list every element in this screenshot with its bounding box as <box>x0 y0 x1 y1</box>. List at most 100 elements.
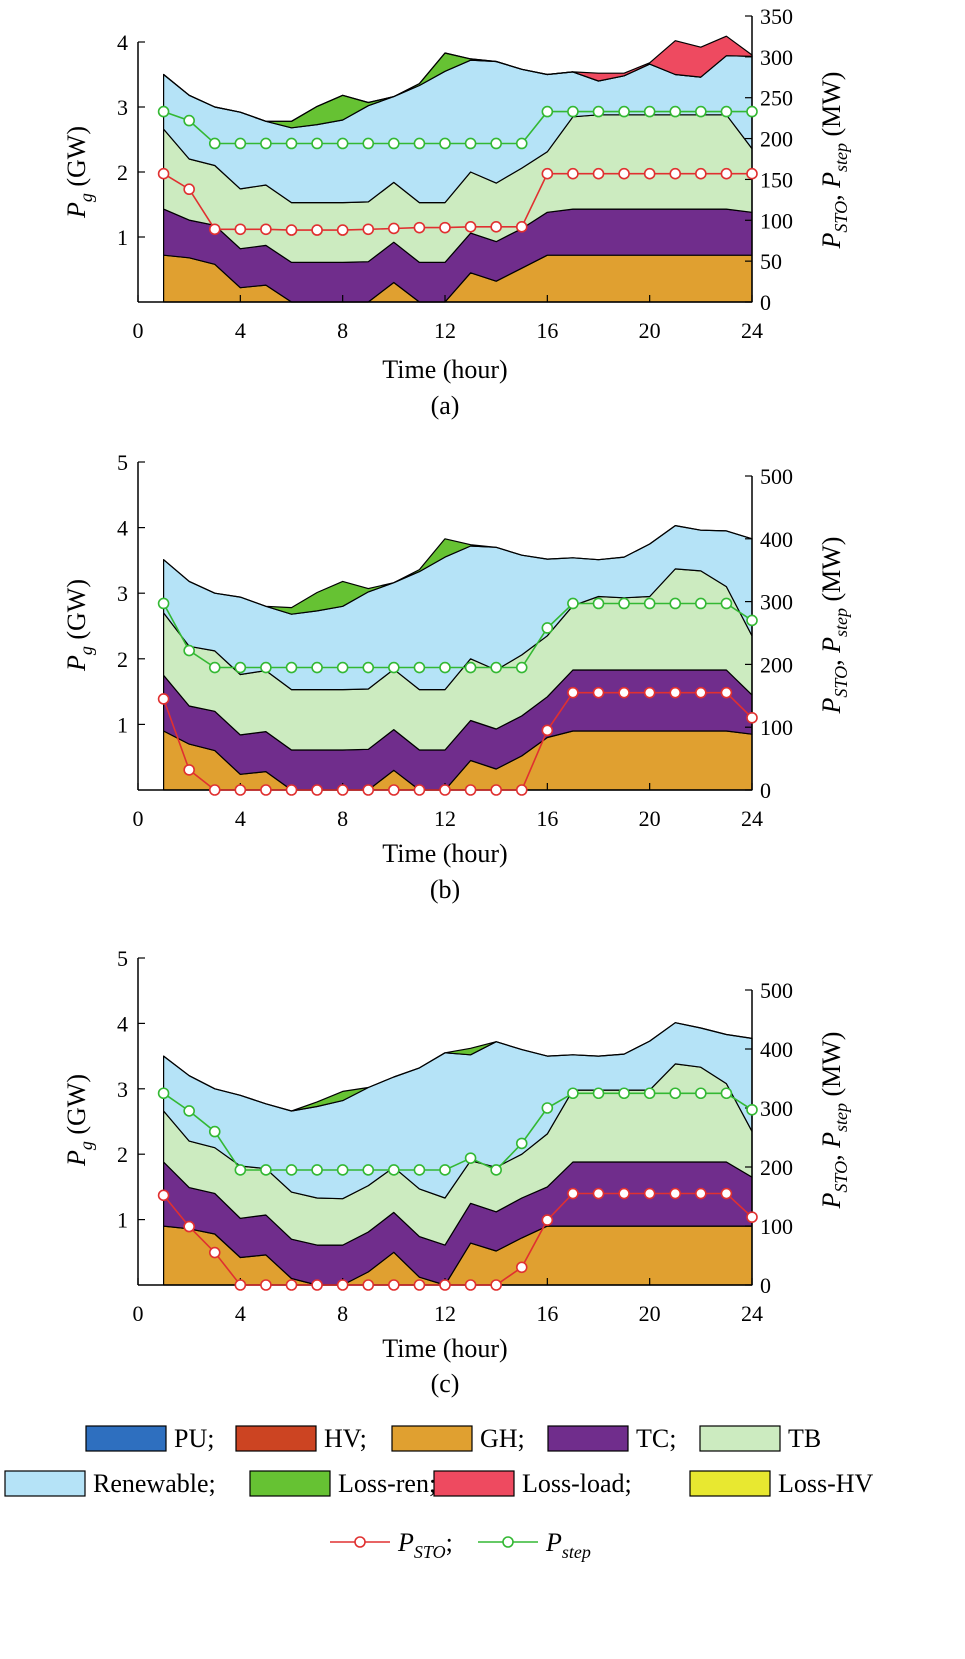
marker-p-step <box>362 137 375 150</box>
marker-p-sto <box>567 1187 579 1200</box>
marker-p-sto <box>669 1187 682 1200</box>
y-tick-label: 1 <box>117 712 128 737</box>
marker-p-sto <box>311 224 323 236</box>
marker-p-sto <box>388 784 400 796</box>
chart-panel-1: 0 4 8 12 16 20 241234050100150200250300350Time… <box>62 4 851 420</box>
x-tick-label: 0 <box>133 318 144 343</box>
y2-tick-label: 500 <box>760 464 793 489</box>
y-tick-label: 2 <box>117 647 128 672</box>
marker-p-step <box>567 105 579 118</box>
marker-p-step <box>208 661 221 674</box>
marker-p-sto <box>183 183 195 196</box>
marker-p-step <box>157 1087 170 1100</box>
marker-p-step <box>567 597 579 610</box>
legend-label-tc: TC; <box>636 1424 676 1453</box>
y2-tick-label: 250 <box>760 86 793 111</box>
marker-p-sto <box>311 1279 323 1291</box>
legend-label-loss-ren: Loss-ren; <box>338 1469 436 1498</box>
marker-p-step <box>669 1087 682 1100</box>
legend-swatch-loss-ren <box>249 1470 331 1497</box>
y2-tick-label: 400 <box>760 527 793 552</box>
x-tick-label: 12 <box>434 806 456 831</box>
marker-p-sto <box>695 686 707 699</box>
y-tick-label: 2 <box>117 160 128 185</box>
marker-p-step <box>746 614 758 627</box>
marker-p-step <box>618 597 630 610</box>
marker-p-step <box>285 661 298 674</box>
legend-label-p-step: Pstep <box>545 1528 591 1562</box>
marker-p-sto <box>541 1214 554 1226</box>
y-tick-label: 4 <box>117 1011 128 1036</box>
marker-p-step <box>439 1164 451 1176</box>
x-tick-label: 4 <box>235 1301 246 1326</box>
marker-p-step <box>311 661 323 674</box>
legend-label-tb: TB <box>788 1424 821 1453</box>
marker-p-sto <box>618 167 630 180</box>
marker-p-sto <box>439 221 451 234</box>
marker-p-sto <box>464 1279 477 1291</box>
marker-p-step <box>669 105 682 118</box>
y2-tick-label: 150 <box>760 167 793 192</box>
marker-p-sto <box>567 167 579 180</box>
marker-p-sto <box>439 784 451 796</box>
legend-label-renewable: Renewable; <box>93 1469 216 1498</box>
marker-p-step <box>183 114 195 127</box>
marker-p-sto <box>618 1187 630 1200</box>
marker-p-step <box>464 137 477 150</box>
marker-p-step <box>234 661 247 674</box>
marker-p-step <box>439 137 451 150</box>
y2-tick-label: 300 <box>760 1096 793 1121</box>
marker-p-step <box>643 105 656 118</box>
panel-caption: (b) <box>430 875 460 904</box>
y2-tick-label: 350 <box>760 4 793 29</box>
x-tick-label: 0 <box>133 806 144 831</box>
y2-tick-label: 100 <box>760 208 793 233</box>
marker-p-step <box>362 1164 375 1176</box>
legend-label-hv: HV; <box>324 1424 367 1453</box>
marker-p-sto <box>643 1187 656 1200</box>
legend-label-p-sto: PSTO; <box>397 1528 453 1562</box>
marker-p-sto <box>669 686 682 699</box>
x-tick-label: 12 <box>434 318 456 343</box>
marker-p-step <box>618 1087 630 1100</box>
marker-p-step <box>388 1164 400 1176</box>
marker-p-step <box>592 1087 605 1100</box>
legend: PU; HV; GH; TC; TB Renewable; Loss-ren; Loss-lo… <box>4 1424 874 1562</box>
y2-tick-label: 300 <box>760 45 793 70</box>
marker-p-sto <box>362 1279 375 1291</box>
legend-swatch-loss-hv <box>689 1470 771 1497</box>
marker-p-sto <box>157 167 170 180</box>
marker-p-sto <box>157 1189 170 1202</box>
marker-p-step <box>720 1087 733 1100</box>
marker-p-step <box>413 137 426 150</box>
marker-p-step <box>388 137 400 150</box>
marker-p-sto <box>285 784 298 796</box>
marker-p-sto <box>439 1279 451 1291</box>
marker-p-step <box>336 1164 349 1176</box>
marker-p-sto <box>490 221 502 233</box>
marker-p-step <box>515 1137 528 1150</box>
x-tick-label: 0 <box>133 1301 144 1326</box>
marker-p-step <box>746 1103 758 1116</box>
x-axis-label: Time (hour) <box>382 1334 507 1363</box>
y-axis-label: Pg (GW) <box>62 579 96 672</box>
panel-caption: (a) <box>431 391 460 420</box>
marker-p-sto <box>157 693 170 705</box>
marker-p-sto <box>388 1279 400 1291</box>
marker-p-step <box>490 137 502 150</box>
marker-p-step <box>439 661 451 674</box>
legend-swatch-gh <box>391 1425 473 1452</box>
marker-p-sto <box>183 764 195 776</box>
marker-p-sto <box>234 784 247 796</box>
x-tick-label: 24 <box>741 318 763 343</box>
marker-p-step <box>183 644 195 657</box>
marker-p-step <box>234 137 247 150</box>
marker-p-sto <box>592 686 605 699</box>
marker-p-step <box>183 1105 195 1117</box>
y2-tick-label: 100 <box>760 715 793 740</box>
y-axis-label: Pg (GW) <box>62 126 96 219</box>
y-tick-label: 5 <box>117 450 128 475</box>
